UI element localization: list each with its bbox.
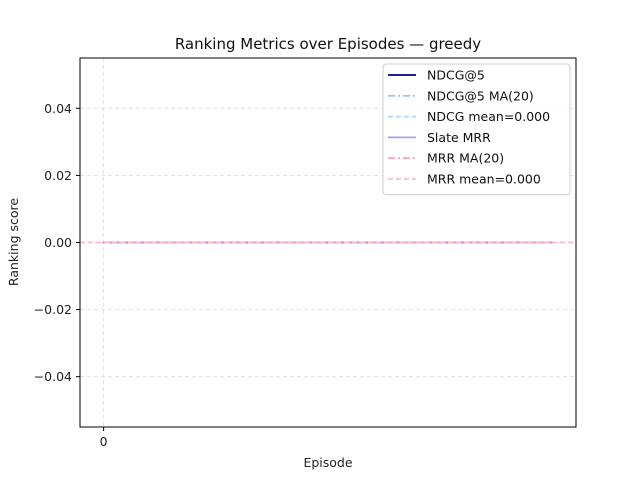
legend-label-mrr-mean-0-000: MRR mean=0.000 bbox=[427, 172, 541, 187]
legend-label-ndcg-5: NDCG@5 bbox=[427, 68, 485, 83]
legend: NDCG@5 NDCG@5 MA(20) NDCG mean=0.000 Slate … bbox=[382, 63, 571, 196]
legend-label-ndcg-mean-0-000: NDCG mean=0.000 bbox=[427, 109, 550, 124]
y-tick-label: −0.02 bbox=[34, 302, 72, 317]
plot-series bbox=[80, 241, 576, 244]
x-axis-ticks: 0 bbox=[100, 427, 108, 449]
x-axis-label: Episode bbox=[303, 455, 352, 470]
y-axis-ticks: −0.04 −0.02 0.00 0.02 0.04 bbox=[34, 101, 80, 384]
y-tick-label: 0.04 bbox=[44, 101, 72, 116]
legend-label-slate-mrr: Slate MRR bbox=[427, 130, 491, 145]
legend-label-mrr-ma-20: MRR MA(20) bbox=[427, 151, 504, 166]
y-tick-label: 0.02 bbox=[44, 168, 72, 183]
legend-label-ndcg-5-ma-20: NDCG@5 MA(20) bbox=[427, 88, 534, 103]
x-tick-label: 0 bbox=[100, 434, 108, 449]
y-tick-label: −0.04 bbox=[34, 369, 72, 384]
y-tick-label: 0.00 bbox=[44, 235, 72, 250]
y-axis-label: Ranking score bbox=[6, 198, 21, 286]
legend-box bbox=[382, 63, 571, 196]
chart-title: Ranking Metrics over Episodes — greedy bbox=[175, 35, 481, 53]
